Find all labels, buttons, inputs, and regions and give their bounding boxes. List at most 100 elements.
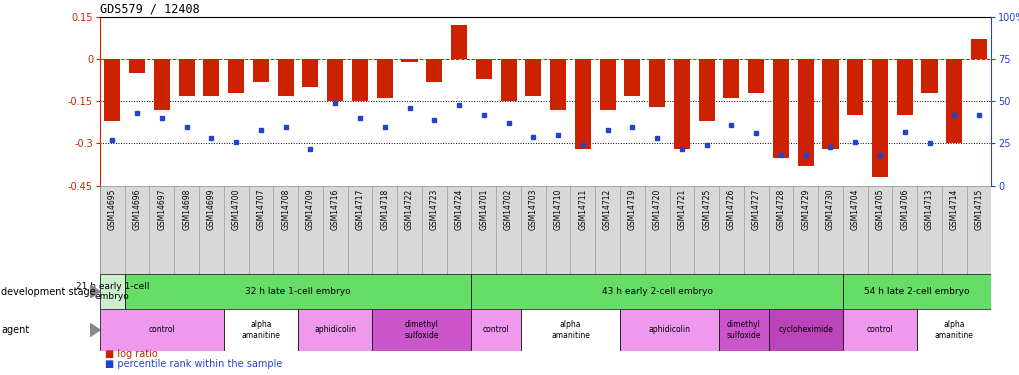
Bar [842,274,990,309]
Text: GSM14711: GSM14711 [578,188,587,230]
Text: GSM14720: GSM14720 [652,188,661,230]
Bar [920,59,936,93]
Text: GSM14699: GSM14699 [207,188,216,230]
Bar [100,274,124,309]
Text: GSM14714: GSM14714 [949,188,958,230]
Bar [327,59,343,101]
Bar [352,59,368,101]
Bar [223,309,298,351]
Bar [916,309,990,351]
Text: 21 h early 1-cell
embryo: 21 h early 1-cell embryo [75,282,149,301]
Text: GSM14717: GSM14717 [356,188,364,230]
Text: GSM14706: GSM14706 [900,188,908,230]
Text: GSM14702: GSM14702 [503,188,513,230]
Text: control: control [866,326,893,334]
Bar [500,59,516,101]
Bar [620,309,718,351]
Text: GSM14727: GSM14727 [751,188,760,230]
Text: aphidicolin: aphidicolin [314,326,356,334]
Text: development stage: development stage [1,286,96,297]
Bar [521,309,620,351]
Text: GSM14721: GSM14721 [677,188,686,230]
Text: GSM14726: GSM14726 [727,188,735,230]
Text: control: control [149,326,175,334]
Text: cycloheximide: cycloheximide [777,326,833,334]
Bar [178,59,195,96]
Text: GSM14703: GSM14703 [528,188,537,230]
Bar [298,309,372,351]
Polygon shape [90,323,100,337]
Bar [302,59,318,87]
Text: alpha
amanitine: alpha amanitine [934,320,973,340]
Bar [124,274,471,309]
Bar [847,59,862,116]
Text: GSM14729: GSM14729 [801,188,809,230]
Text: GSM14701: GSM14701 [479,188,488,230]
Bar [525,59,541,96]
Text: aphidicolin: aphidicolin [648,326,690,334]
Bar [228,59,244,93]
Bar [970,39,986,59]
Text: dimethyl
sulfoxide: dimethyl sulfoxide [405,320,439,340]
Bar [376,59,392,99]
Text: alpha
amanitine: alpha amanitine [550,320,589,340]
Bar [624,59,640,96]
Text: GSM14698: GSM14698 [182,188,191,230]
Bar [747,59,763,93]
Bar [401,59,417,62]
Bar [253,59,269,82]
Bar [871,59,888,177]
Bar [426,59,442,82]
Text: GSM14716: GSM14716 [330,188,339,230]
Bar [718,309,768,351]
Bar [648,59,664,107]
Text: GSM14718: GSM14718 [380,188,389,230]
Text: ■ log ratio: ■ log ratio [105,349,158,359]
Bar [203,59,219,96]
Text: GSM14709: GSM14709 [306,188,315,230]
Bar [471,274,842,309]
Bar [842,309,916,351]
Text: GSM14715: GSM14715 [973,188,982,230]
Text: GSM14700: GSM14700 [231,188,240,230]
Text: GDS579 / 12408: GDS579 / 12408 [100,2,200,15]
Bar [946,59,961,144]
Text: ■ percentile rank within the sample: ■ percentile rank within the sample [105,359,282,369]
Bar [722,59,739,99]
Bar [104,59,120,121]
Text: GSM14695: GSM14695 [108,188,117,230]
Bar [896,59,912,116]
Text: GSM14722: GSM14722 [405,188,414,230]
Bar [674,59,689,149]
Text: GSM14707: GSM14707 [256,188,265,230]
Text: GSM14705: GSM14705 [874,188,883,230]
Bar [372,309,471,351]
Bar [475,59,491,79]
Text: dimethyl
sulfoxide: dimethyl sulfoxide [726,320,760,340]
Text: GSM14728: GSM14728 [775,188,785,230]
Polygon shape [90,285,100,298]
Bar [599,59,615,110]
Text: GSM14710: GSM14710 [553,188,562,230]
Text: GSM14704: GSM14704 [850,188,859,230]
Bar [768,309,842,351]
Text: GSM14697: GSM14697 [157,188,166,230]
Text: 54 h late 2-cell embryo: 54 h late 2-cell embryo [863,287,969,296]
Text: GSM14724: GSM14724 [454,188,463,230]
Bar [797,59,813,166]
Bar [575,59,590,149]
Text: agent: agent [1,325,30,335]
Bar [100,309,223,351]
Bar [450,26,467,59]
Text: alpha
amanitine: alpha amanitine [242,320,280,340]
Text: GSM14708: GSM14708 [281,188,289,230]
Text: GSM14719: GSM14719 [628,188,636,230]
Text: 32 h late 1-cell embryo: 32 h late 1-cell embryo [245,287,351,296]
Text: GSM14713: GSM14713 [924,188,933,230]
Bar [277,59,293,96]
Bar [471,309,521,351]
Bar [154,59,170,110]
Text: GSM14730: GSM14730 [825,188,835,230]
Bar [821,59,838,149]
Text: GSM14725: GSM14725 [701,188,710,230]
